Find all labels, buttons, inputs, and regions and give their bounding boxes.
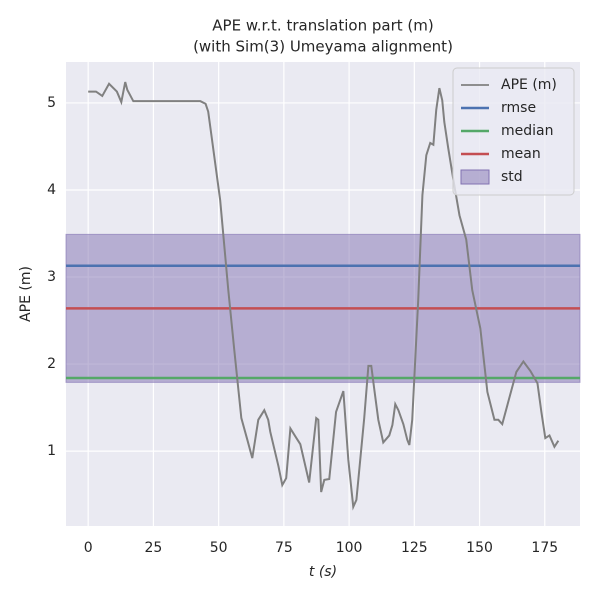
legend: APE (m) rmse median mean std	[452, 67, 575, 196]
y-tick-label: 1	[47, 443, 56, 459]
x-tick-label: 175	[531, 540, 558, 556]
legend-label: APE (m)	[501, 77, 557, 93]
x-tick-label: 75	[275, 540, 293, 556]
chart-title: APE w.r.t. translation part (m)	[212, 17, 433, 35]
x-axis-label: t (s)	[309, 564, 337, 580]
y-tick-label: 5	[47, 95, 56, 111]
y-axis-label: APE (m)	[18, 266, 34, 322]
x-tick-label: 125	[401, 540, 428, 556]
y-tick-label: 4	[47, 182, 56, 198]
chart-subtitle: (with Sim(3) Umeyama alignment)	[193, 38, 453, 56]
legend-label: median	[501, 123, 553, 139]
x-tick-label: 0	[84, 540, 93, 556]
y-tick-label: 3	[47, 269, 56, 285]
y-tick-label: 2	[47, 356, 56, 372]
x-tick-label: 25	[144, 540, 162, 556]
legend-swatch	[460, 169, 490, 185]
data-line	[88, 81, 560, 511]
x-tick-label: 50	[210, 540, 228, 556]
legend-label: mean	[501, 146, 541, 162]
x-tick-label: 150	[466, 540, 493, 556]
x-tick-label: 100	[336, 540, 363, 556]
legend-label: rmse	[501, 100, 536, 116]
legend-box	[452, 67, 575, 196]
legend-label: std	[501, 169, 523, 185]
